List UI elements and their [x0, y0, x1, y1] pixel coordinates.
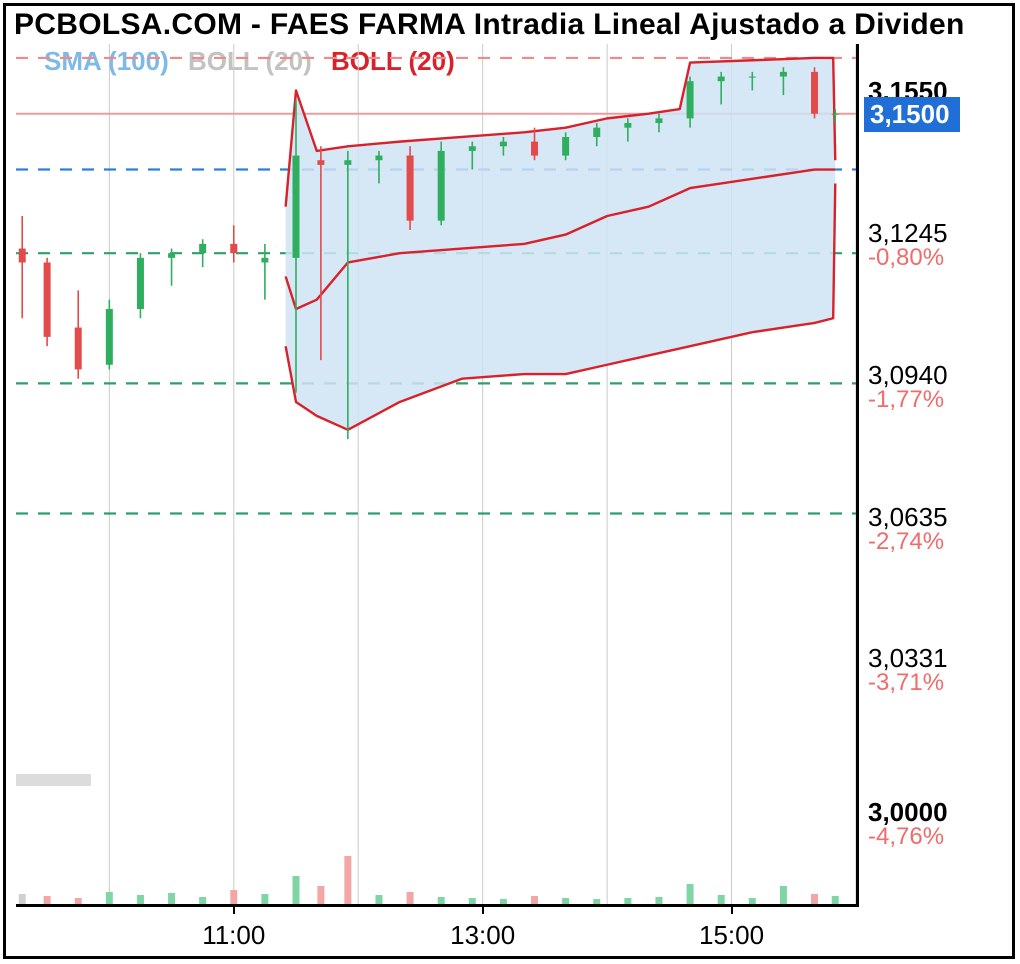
chart-svg — [16, 44, 856, 904]
y-tick-pct: -4,76% — [868, 823, 944, 851]
y-tick-pct: -1,77% — [868, 386, 944, 414]
x-tick-label: 15:00 — [699, 920, 764, 951]
x-tick — [233, 904, 235, 914]
x-tick — [731, 904, 733, 914]
y-tick-pct: -2,74% — [868, 528, 944, 556]
x-axis-labels: 11:00 13:00 15:00 — [16, 914, 856, 954]
y-axis — [856, 44, 859, 904]
x-tick — [482, 904, 484, 914]
x-axis — [16, 904, 859, 907]
y-tick-pct: -0,80% — [868, 244, 944, 272]
plot-area[interactable] — [16, 44, 856, 904]
chart-title: PCBOLSA.COM - FAES FARMA Intradia Lineal… — [14, 8, 965, 42]
current-price-tag: 3,1500 — [864, 97, 960, 132]
x-tick-label: 11:00 — [202, 920, 265, 951]
chart-frame: PCBOLSA.COM - FAES FARMA Intradia Lineal… — [3, 3, 1015, 959]
y-axis-labels: 3,15503,1245-0,80%3,0940-1,77%3,0635-2,7… — [864, 44, 1014, 904]
y-tick-pct: -3,71% — [868, 669, 944, 697]
x-tick-label: 13:00 — [450, 920, 515, 951]
